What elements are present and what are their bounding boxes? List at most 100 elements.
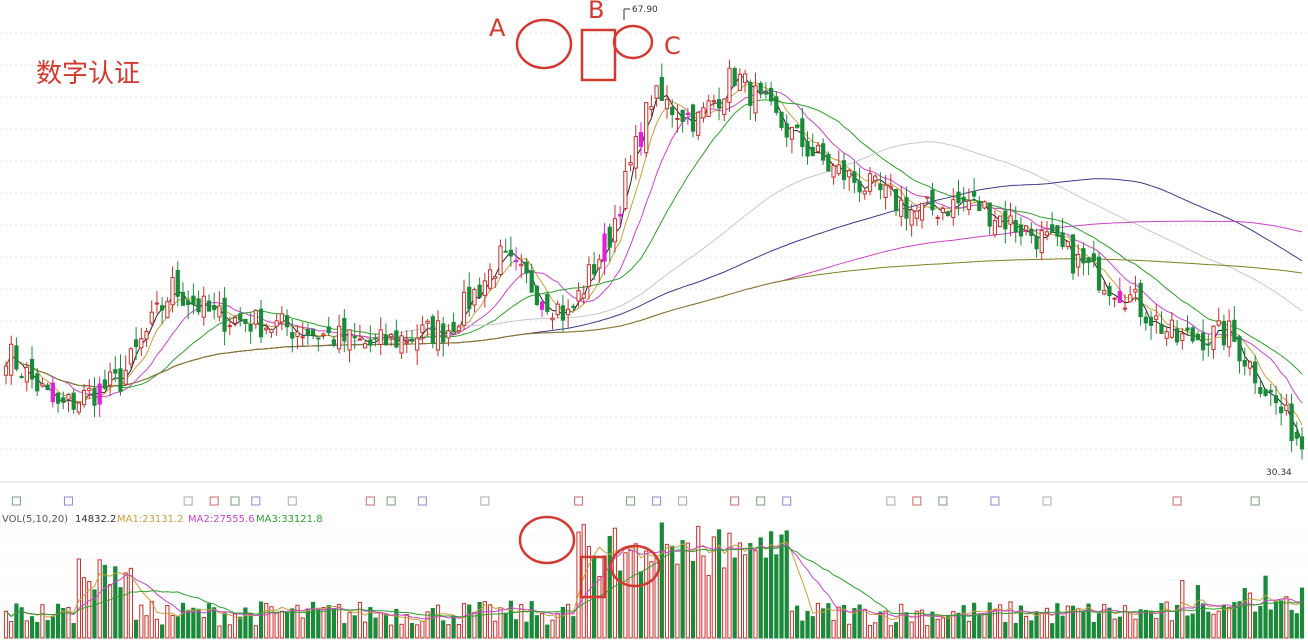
event-marker[interactable] <box>365 496 375 506</box>
candle-body <box>904 197 909 219</box>
candle-body <box>1102 289 1107 295</box>
low-price-label: 30.34 <box>1266 468 1292 478</box>
candle-body <box>971 191 977 197</box>
candle-body <box>930 189 935 211</box>
volume-legend: VOL(5,10,20) 14832.2 MA1:23131.2 MA2:275… <box>2 514 323 525</box>
volume-bar <box>258 601 264 639</box>
event-marker[interactable] <box>938 496 948 506</box>
volume-bar <box>274 612 279 639</box>
volume-bar <box>638 571 644 639</box>
volume-bar <box>290 608 295 639</box>
candle-body <box>227 325 232 328</box>
volume-bar <box>394 608 399 639</box>
candle-body <box>519 263 524 267</box>
event-marker[interactable] <box>886 496 896 506</box>
candle-body <box>201 295 206 318</box>
candle-body <box>1195 333 1201 341</box>
volume-bar <box>956 612 961 639</box>
volume-bar <box>55 603 61 639</box>
volume-bar <box>336 603 342 639</box>
candle-body <box>1247 361 1253 369</box>
volume-bar <box>1060 615 1065 639</box>
candle-body <box>186 300 191 306</box>
candle-body <box>1044 231 1050 236</box>
candle-body <box>945 211 951 217</box>
event-marker[interactable] <box>730 496 740 506</box>
volume-bar <box>1024 615 1029 639</box>
volume-bar <box>1242 587 1247 639</box>
event-marker[interactable] <box>1250 496 1260 506</box>
candle-body <box>331 339 337 346</box>
candle-body <box>951 199 956 219</box>
candle-body <box>1253 361 1258 384</box>
volume-bar <box>867 625 873 639</box>
candle-body <box>1216 320 1221 326</box>
event-marker[interactable] <box>63 496 73 506</box>
candle-body <box>35 373 40 392</box>
candle-body <box>1164 331 1169 339</box>
volume-bar <box>961 605 966 639</box>
event-marker[interactable] <box>11 496 21 506</box>
candle-body <box>857 181 862 193</box>
event-marker[interactable] <box>678 496 688 506</box>
volume-bar <box>1055 603 1060 639</box>
candle-body <box>409 338 415 342</box>
event-marker[interactable] <box>1172 496 1182 506</box>
volume-bar <box>1003 621 1008 639</box>
volume-bar <box>1174 604 1180 639</box>
volume-bar <box>779 534 784 639</box>
candle-body <box>310 329 316 336</box>
event-marker[interactable] <box>782 496 792 506</box>
candle-body <box>1237 336 1242 362</box>
candle-body <box>706 100 711 117</box>
volume-bar <box>279 610 284 639</box>
event-marker[interactable] <box>756 496 766 506</box>
volume-c-circle <box>609 544 661 588</box>
candle-body <box>279 313 284 323</box>
event-marker[interactable] <box>230 496 240 506</box>
candle-body <box>1242 359 1247 367</box>
volume-bar <box>217 625 222 639</box>
candle-body <box>196 298 201 313</box>
candle-body <box>175 269 180 297</box>
event-marker[interactable] <box>417 496 427 506</box>
volume-bar <box>873 622 878 639</box>
event-marker[interactable] <box>209 496 219 506</box>
candle-body <box>1200 332 1206 351</box>
event-marker[interactable] <box>574 496 584 506</box>
volume-bar <box>149 600 154 639</box>
volume-bar <box>201 617 206 639</box>
volume-bar <box>1076 608 1081 639</box>
event-marker[interactable] <box>1042 496 1052 506</box>
volume-bar <box>1065 605 1070 639</box>
volume-bar <box>248 613 253 639</box>
candle-body <box>1133 288 1138 293</box>
event-marker[interactable] <box>912 496 922 506</box>
event-marker[interactable] <box>251 496 261 506</box>
candle-body <box>477 284 482 298</box>
volume-bar <box>368 607 373 639</box>
candle-body <box>134 339 139 348</box>
candle-body <box>1055 225 1060 237</box>
candle-body <box>550 317 555 321</box>
event-marker[interactable] <box>183 496 193 506</box>
volume-bar <box>597 576 602 639</box>
event-marker[interactable] <box>990 496 1000 506</box>
event-marker[interactable] <box>287 496 297 506</box>
candle-body <box>487 269 493 289</box>
event-marker[interactable] <box>480 496 490 506</box>
event-marker[interactable] <box>652 496 662 506</box>
volume-legend-prefix: VOL(5,10,20) <box>2 514 68 525</box>
candle-body <box>493 276 498 279</box>
candle-body <box>711 100 716 103</box>
volume-bar <box>1268 609 1273 639</box>
volume-bar <box>316 607 321 639</box>
candle-body <box>1086 257 1091 263</box>
candle-body <box>253 309 258 325</box>
candle-body <box>66 393 71 400</box>
event-marker[interactable] <box>626 496 636 506</box>
candle-body <box>336 325 342 350</box>
candle-body <box>862 190 867 195</box>
volume-bar <box>1211 613 1216 639</box>
event-marker[interactable] <box>386 496 396 506</box>
